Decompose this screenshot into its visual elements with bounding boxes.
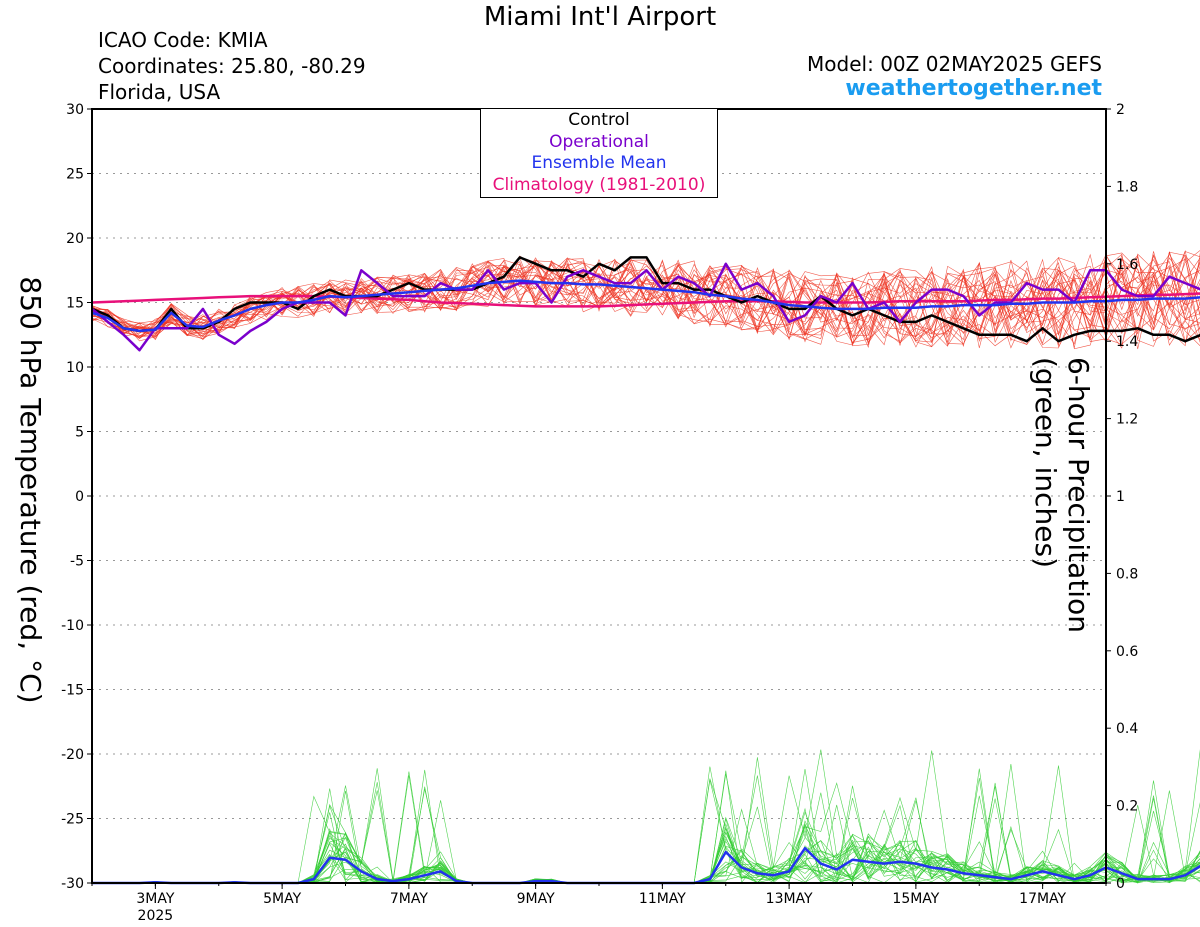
- precip-member-line: [92, 775, 1200, 884]
- y2-tick-label: 0.4: [1116, 721, 1138, 737]
- temp-member-line: [91, 259, 1200, 343]
- precip-member-line: [92, 749, 1200, 884]
- y2-tick-label: 1.6: [1116, 257, 1138, 273]
- legend-climo: Climatology (1981-2010): [492, 174, 706, 195]
- temp-member-line: [91, 251, 1200, 334]
- legend: Control Operational Ensemble Mean Climat…: [480, 108, 718, 198]
- precip-member-line: [92, 779, 1200, 884]
- precip-member-line: [92, 786, 1200, 884]
- y-tick-label: 30: [66, 102, 84, 118]
- axis-ticks: 302520151050-5-10-15-20-25-3021.81.61.41…: [61, 102, 1138, 924]
- temp-member-line: [91, 259, 1200, 350]
- precip-member-line: [92, 766, 1200, 884]
- x-tick-label: 11MAY: [639, 891, 686, 907]
- x-tick-label: 15MAY: [892, 891, 939, 907]
- location: Florida, USA: [98, 80, 221, 104]
- temp-member-line: [91, 253, 1200, 348]
- x-tick-label: 17MAY: [1019, 891, 1066, 907]
- temp-member-line: [91, 251, 1200, 346]
- y-tick-label: 0: [75, 489, 84, 505]
- temp-member-line: [91, 260, 1200, 349]
- precip-member-line: [92, 804, 1200, 884]
- temp-member-line: [91, 258, 1200, 347]
- y2-tick-label: 0: [1116, 876, 1125, 892]
- y-tick-label: 20: [66, 231, 84, 247]
- x-tick-label: 3MAY: [136, 891, 174, 907]
- precip-member-line: [92, 773, 1200, 884]
- precip-member-line: [92, 786, 1200, 884]
- y2-tick-label: 0.2: [1116, 799, 1138, 815]
- temp-member-line: [91, 251, 1200, 342]
- legend-mean: Ensemble Mean: [531, 153, 667, 173]
- precip-member-line: [92, 770, 1200, 884]
- y2-tick-label: 1: [1116, 489, 1125, 505]
- y2-tick-label: 1.4: [1116, 334, 1138, 350]
- y-tick-label: 5: [75, 425, 84, 441]
- y2-tick-label: 1.8: [1116, 179, 1138, 195]
- y-tick-label: -30: [61, 876, 84, 892]
- precip-member-line: [92, 769, 1200, 884]
- y2-tick-label: 2: [1116, 102, 1125, 118]
- precip-member-line: [92, 750, 1200, 884]
- precip-member-line: [92, 782, 1200, 884]
- temp-member-line: [91, 263, 1200, 350]
- precip-member-line: [92, 775, 1200, 884]
- y2-tick-label: 1.2: [1116, 412, 1138, 428]
- y-tick-label: 10: [66, 360, 84, 376]
- temp-member-line: [91, 253, 1200, 342]
- y-tick-label: 15: [66, 296, 84, 312]
- temp-member-line: [91, 251, 1200, 348]
- x-tick-label: 9MAY: [517, 891, 555, 907]
- temp-member-line: [91, 253, 1200, 347]
- temp-member-line: [91, 251, 1200, 344]
- precip-member-line: [92, 757, 1200, 884]
- y-axis-left-label: 850 hPa Temperature (red, °C): [13, 276, 47, 704]
- series-lines: [91, 256, 1200, 885]
- series-line-ensemble-mean-left: [91, 279, 1200, 333]
- precip-member-line: [92, 785, 1200, 884]
- y-tick-label: -20: [61, 747, 84, 763]
- precip-member-line: [92, 749, 1200, 884]
- y-tick-label: -10: [61, 618, 84, 634]
- icao-code: ICAO Code: KMIA: [98, 28, 268, 52]
- x-tick-label: 13MAY: [766, 891, 813, 907]
- y-tick-label: -15: [61, 683, 84, 699]
- legend-operational: Operational: [549, 131, 649, 152]
- site-link[interactable]: weathertogether.net: [845, 76, 1102, 101]
- y-tick-label: 25: [66, 167, 84, 183]
- chart-title: Miami Int'l Airport: [483, 2, 717, 32]
- y-tick-label: -5: [70, 554, 84, 570]
- precip-member-line: [92, 764, 1200, 884]
- y2-tick-label: 0.8: [1116, 566, 1138, 582]
- precip-member-line: [92, 768, 1200, 884]
- coordinates: Coordinates: 25.80, -80.29: [98, 54, 366, 78]
- x-tick-sublabel: 2025: [138, 908, 174, 924]
- y-tick-label: -25: [61, 812, 84, 828]
- temp-member-line: [91, 255, 1200, 347]
- legend-control: Control: [568, 110, 630, 130]
- precip-member-line: [92, 775, 1200, 884]
- precip-member-line: [92, 765, 1200, 884]
- series-line-operational-left: [91, 262, 1200, 352]
- precip-member-line: [92, 771, 1200, 884]
- model-run: Model: 00Z 02MAY2025 GEFS: [807, 52, 1102, 76]
- y2-tick-label: 0.6: [1116, 644, 1138, 660]
- y-axis-right-label: 6-hour Precipitation (green, inches): [1029, 357, 1095, 633]
- x-tick-label: 5MAY: [263, 891, 301, 907]
- precip-member-line: [92, 768, 1200, 884]
- series-line-ensemble-mean-right: [92, 846, 1200, 885]
- x-tick-label: 7MAY: [390, 891, 428, 907]
